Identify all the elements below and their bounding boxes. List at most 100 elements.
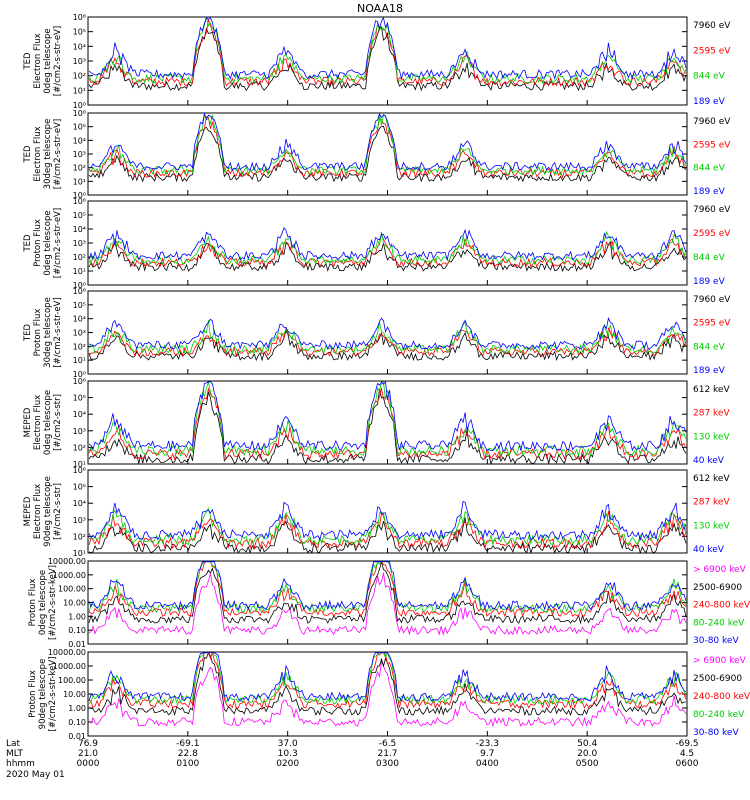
y-tick-label: 10.00 <box>63 599 86 608</box>
y-axis-label-line: [#/cm2-s-str] <box>53 483 63 540</box>
y-tick-label: 10⁰ <box>73 370 86 379</box>
x-tick-hhmm: 0300 <box>376 759 399 769</box>
y-tick-label: 1.00 <box>68 704 86 713</box>
series-line <box>88 387 687 461</box>
y-tick-label: 10³ <box>73 427 86 436</box>
y-axis-label-line: 30deg telescope <box>43 119 53 190</box>
y-tick-label: 10⁶ <box>73 377 86 386</box>
series-line <box>88 659 687 728</box>
x-tick-hhmm: 0000 <box>77 759 100 769</box>
x-row-label: hhmm <box>6 759 35 769</box>
y-tick-label: 10¹ <box>73 177 86 186</box>
legend-entry: 130 keV <box>693 432 730 442</box>
x-row-label: 2020 May 01 <box>6 770 65 780</box>
y-tick-label: 10² <box>73 72 86 81</box>
y-axis-label: Proton Flux 90deg telescope [#/cm2-s-str-k… <box>28 657 58 732</box>
y-tick-label: 10⁵ <box>73 394 86 403</box>
series-line <box>88 319 687 355</box>
y-axis-label-line: TED <box>23 234 33 253</box>
legend-entry: 2595 eV <box>693 140 731 150</box>
y-axis-label: MEPED Electron Flux 0deg telescope [#/cm2-s… <box>23 390 63 455</box>
series-line <box>88 330 687 362</box>
x-tick-lat: 37.0 <box>278 739 298 749</box>
legend-entry: 240-800 keV <box>693 692 750 702</box>
series-40-kev <box>88 500 687 542</box>
legend-entry: 844 eV <box>693 72 726 82</box>
legend-entry: 287 keV <box>693 409 730 419</box>
legend-entry: 844 eV <box>693 253 726 263</box>
panel-frame <box>87 16 688 106</box>
y-tick-label: 10⁶ <box>73 13 86 22</box>
y-tick-label: 10⁴ <box>73 499 86 508</box>
series-2595-ev <box>88 326 687 358</box>
series-line <box>88 230 687 266</box>
y-axis-label-line: MEPED <box>23 496 33 526</box>
y-tick-label: 10⁰ <box>73 281 86 290</box>
y-tick-label: 10000.00 <box>48 557 86 566</box>
series-612-kev <box>88 517 687 555</box>
y-axis-label-line: [#/cm2-s-str-keV] <box>48 565 58 640</box>
y-axis-label-line: TED <box>23 52 33 71</box>
y-tick-label: 10² <box>73 342 86 351</box>
y-tick-label: 10000.00 <box>48 648 86 657</box>
y-tick-label: 10² <box>73 253 86 262</box>
x-tick-hhmm: 0500 <box>576 759 599 769</box>
y-tick-label: 10³ <box>73 150 86 159</box>
legend-entry: 40 keV <box>693 545 725 555</box>
x-row-label: Lat <box>6 739 21 749</box>
series-line <box>89 507 687 547</box>
y-tick-label: 10⁶ <box>73 197 86 206</box>
x-tick-hhmm: 0100 <box>176 759 199 769</box>
y-axis-label-line: Electron Flux <box>33 395 43 450</box>
y-tick-label: 10¹ <box>73 460 86 469</box>
plot-title: NOAA18 <box>357 2 403 15</box>
x-tick-hhmm: 0600 <box>676 759 699 769</box>
y-tick-label: 10⁵ <box>73 211 86 220</box>
panel-frame <box>87 651 688 737</box>
y-tick-label: 10³ <box>73 239 86 248</box>
series-line <box>88 317 687 351</box>
y-axis-label-line: [#/cm2-s-str-eV] <box>53 297 63 367</box>
y-tick-label: 0.01 <box>68 640 86 649</box>
series-line <box>88 380 687 452</box>
y-tick-label: 10⁵ <box>73 483 86 492</box>
y-axis-label: MEPED Electron Flux 90deg telescope [#/cm2-… <box>23 476 63 547</box>
y-tick-label: 10⁵ <box>73 301 86 310</box>
x-tick-lat: 50.4 <box>577 739 597 749</box>
y-axis-label: Proton Flux 0deg telescope [#/cm2-s-str-ke… <box>28 565 58 640</box>
legend-entry: 7960 eV <box>693 295 731 305</box>
panel-6: 10¹ 10² 10³ 10⁴ 10⁵ 10⁶ MEPED Electron Flux 90de… <box>23 466 730 558</box>
legend-entry: 612 keV <box>693 385 730 395</box>
series-612-kev <box>88 389 687 466</box>
y-tick-label: 10⁴ <box>73 315 86 324</box>
x-tick-lat: 76.9 <box>78 739 98 749</box>
legend-entry: 240-800 keV <box>693 601 750 611</box>
y-tick-label: 10¹ <box>73 356 86 365</box>
y-axis-label-line: 0deg telescope <box>38 570 48 635</box>
y-axis-label-line: TED <box>23 323 33 342</box>
y-axis-label-line: Proton Flux <box>28 579 38 627</box>
series-line <box>88 517 687 555</box>
x-tick-mlt: 20.0 <box>577 749 597 759</box>
y-tick-label: 10⁴ <box>73 410 86 419</box>
legend-entry: 2595 eV <box>693 229 731 239</box>
series-line <box>88 16 687 81</box>
series-844-ev <box>88 113 687 176</box>
series-line <box>88 651 687 706</box>
y-axis-label-line: Electron Flux <box>33 484 43 539</box>
panel-5: 10¹ 10² 10³ 10⁴ 10⁵ 10⁶ MEPED Electron Flux 0deg… <box>23 377 730 469</box>
x-tick-mlt: 4.5 <box>680 749 694 759</box>
x-tick-lat: -69.5 <box>675 739 698 749</box>
y-axis-label-line: 30deg telescope <box>43 297 53 368</box>
panel-1: 10⁰ 10¹ 10² 10³ 10⁴ 10⁵ 10⁶ TED Electron Flux 0de… <box>23 13 731 110</box>
x-tick-mlt: 9.7 <box>480 749 494 759</box>
legend-entry: > 6900 keV <box>693 656 747 666</box>
series-844-ev <box>88 17 687 84</box>
panel-7: 10000.00 1000.00 100.00 10.00 1.00 0.10 0.01 Pr… <box>28 557 750 649</box>
y-tick-label: 10¹ <box>73 86 86 95</box>
y-tick-label: 10⁴ <box>73 136 86 145</box>
y-axis-label-line: 0deg telescope <box>43 28 53 93</box>
y-axis-label-line: Proton Flux <box>33 309 43 357</box>
y-tick-label: 10⁵ <box>73 123 86 132</box>
y-axis-label: TED Proton Flux 0deg telescope [#/cm2-s-str… <box>23 208 63 278</box>
